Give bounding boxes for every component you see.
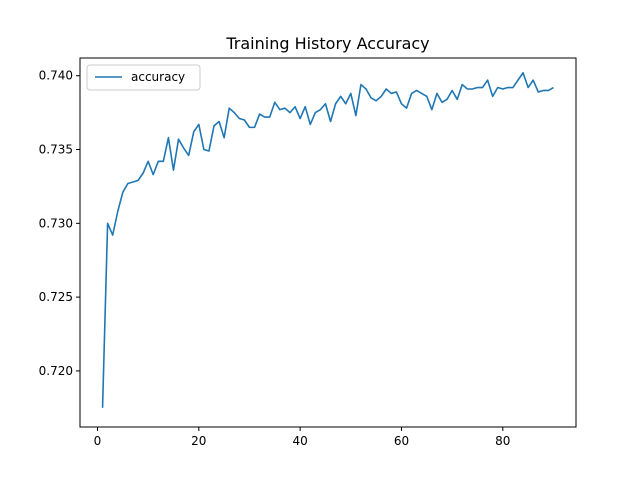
y-tick-label: 0.730 [39,216,73,230]
x-tick-label: 80 [495,434,510,448]
legend: accuracy [86,64,201,91]
y-tick-label: 0.720 [39,364,73,378]
x-tick-label: 0 [94,434,102,448]
x-tick-label: 40 [292,434,307,448]
y-tick-label: 0.735 [39,143,73,157]
y-tick-label: 0.725 [39,290,73,304]
y-tick-label: 0.740 [39,69,73,83]
chart-title: Training History Accuracy [225,34,429,53]
x-tick-label: 20 [191,434,206,448]
y-axis: 0.720 0.725 0.730 0.735 0.740 [39,69,80,378]
plot-area [79,57,577,428]
series-layer [101,71,554,408]
legend-box [86,64,201,91]
plot-frame [79,57,577,428]
series-line-accuracy [101,71,554,408]
legend-label: accuracy [131,70,185,84]
x-axis: 0 20 40 60 80 [94,427,510,448]
x-tick-label: 60 [394,434,409,448]
